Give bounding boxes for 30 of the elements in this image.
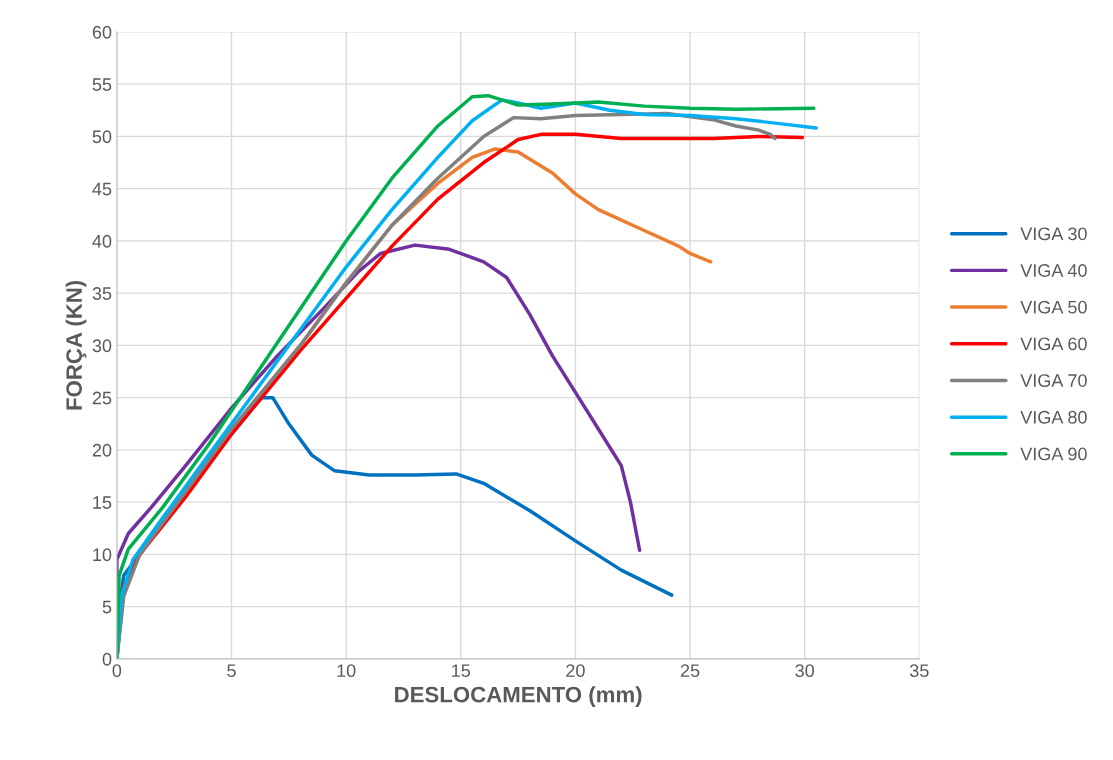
legend-label: VIGA 90 — [1020, 447, 1087, 461]
legend-label: VIGA 30 — [1020, 227, 1087, 241]
x-tick-label: 0 — [112, 664, 122, 678]
legend-label: VIGA 80 — [1020, 410, 1087, 424]
x-tick-label: 30 — [795, 664, 815, 678]
legend-label: VIGA 50 — [1020, 300, 1087, 314]
y-tick-label: 35 — [92, 287, 112, 300]
y-tick-label: 55 — [92, 78, 112, 91]
y-tick-label: 45 — [92, 182, 112, 196]
y-tick-label: 40 — [92, 234, 112, 248]
y-tick-label: 50 — [92, 130, 112, 144]
x-tick-label: 35 — [909, 664, 929, 678]
y-tick-label: 10 — [93, 548, 112, 562]
x-tick-label: 15 — [452, 664, 471, 678]
y-tick-label: 5 — [102, 600, 112, 614]
y-tick-label: 0 — [102, 652, 112, 666]
y-tick-label: 15 — [93, 496, 112, 509]
legend-label: VIGA 40 — [1020, 264, 1087, 277]
x-tick-label: 25 — [680, 664, 700, 678]
y-tick-label: 60 — [92, 25, 112, 39]
legend-label: VIGA 70 — [1020, 374, 1087, 387]
y-tick-label: 25 — [92, 391, 112, 405]
x-axis-title: DESLOCAMENTO (mm) — [395, 686, 642, 707]
legend-label: VIGA 60 — [1020, 337, 1087, 351]
y-tick-label: 30 — [92, 339, 112, 353]
y-axis-title: FORÇA (KN) — [65, 280, 87, 410]
y-tick-label: 20 — [92, 443, 112, 457]
x-tick-label: 20 — [566, 664, 585, 678]
x-tick-label: 5 — [227, 664, 236, 678]
x-tick-label: 10 — [337, 664, 356, 678]
